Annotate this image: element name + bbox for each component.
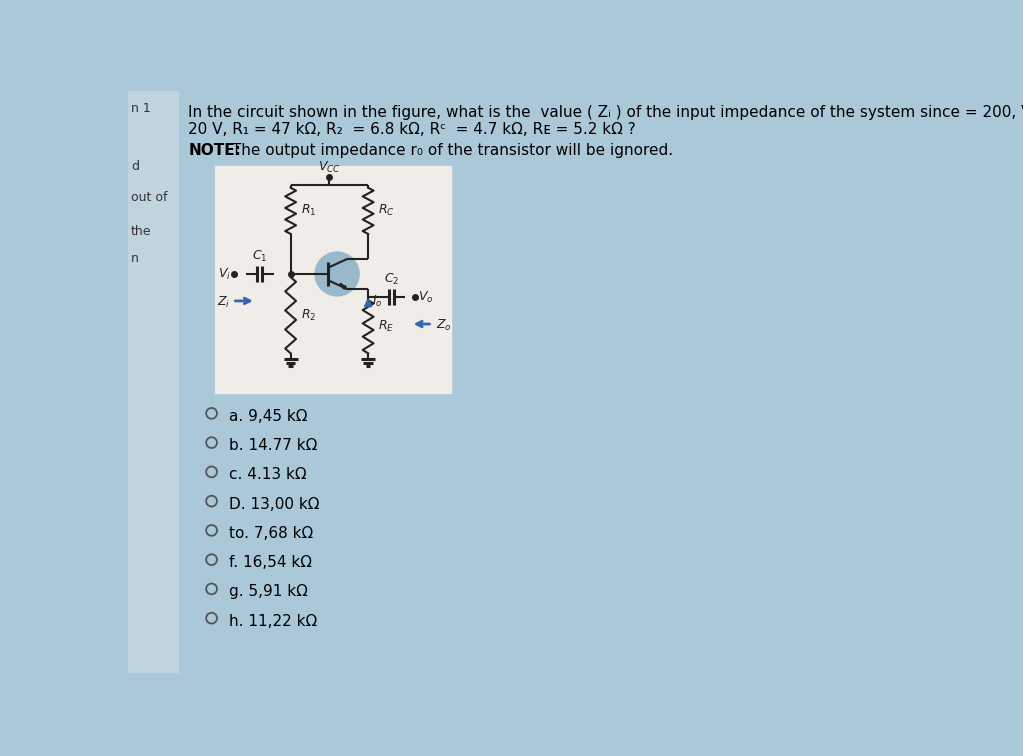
Text: $I_o$: $I_o$ [372,294,383,309]
Text: $C_2$: $C_2$ [384,272,399,287]
Text: $V_i$: $V_i$ [218,266,231,281]
Text: the: the [131,225,151,238]
Text: h. 11,22 kΩ: h. 11,22 kΩ [228,614,317,628]
Text: $Z_i$: $Z_i$ [217,295,230,310]
Text: $R_C$: $R_C$ [379,203,395,218]
Text: b. 14.77 kΩ: b. 14.77 kΩ [228,438,317,453]
Text: D. 13,00 kΩ: D. 13,00 kΩ [228,497,319,512]
FancyArrow shape [340,284,347,289]
Text: 20 V, R₁ = 47 kΩ, R₂  = 6.8 kΩ, Rᶜ  = 4.7 kΩ, Rᴇ = 5.2 kΩ ?: 20 V, R₁ = 47 kΩ, R₂ = 6.8 kΩ, Rᶜ = 4.7 … [188,122,636,137]
Text: In the circuit shown in the figure, what is the  value ( Zᵢ ) of the input imped: In the circuit shown in the figure, what… [188,104,1023,119]
Text: The output impedance r₀ of the transistor will be ignored.: The output impedance r₀ of the transisto… [227,143,673,158]
Bar [215,166,451,393]
Text: a. 9,45 kΩ: a. 9,45 kΩ [228,409,307,423]
Text: $V_o$: $V_o$ [417,290,433,305]
Text: c. 4.13 kΩ: c. 4.13 kΩ [228,467,306,482]
Circle shape [315,253,359,296]
Text: n: n [131,253,139,265]
Text: g. 5,91 kΩ: g. 5,91 kΩ [228,584,308,600]
Text: $R_E$: $R_E$ [379,319,395,334]
Text: $Z_o$: $Z_o$ [436,318,451,333]
Text: $R_2$: $R_2$ [301,308,316,323]
Text: $V_{CC}$: $V_{CC}$ [318,160,341,175]
Text: NOTE:: NOTE: [188,143,241,158]
Text: to. 7,68 kΩ: to. 7,68 kΩ [228,525,313,541]
Text: out of: out of [131,191,168,204]
Text: $R_1$: $R_1$ [301,203,316,218]
Bar [128,91,178,673]
Text: n 1: n 1 [131,102,150,115]
Text: f. 16,54 kΩ: f. 16,54 kΩ [228,555,312,570]
Text: $C_1$: $C_1$ [252,249,267,264]
Text: d: d [131,160,139,173]
